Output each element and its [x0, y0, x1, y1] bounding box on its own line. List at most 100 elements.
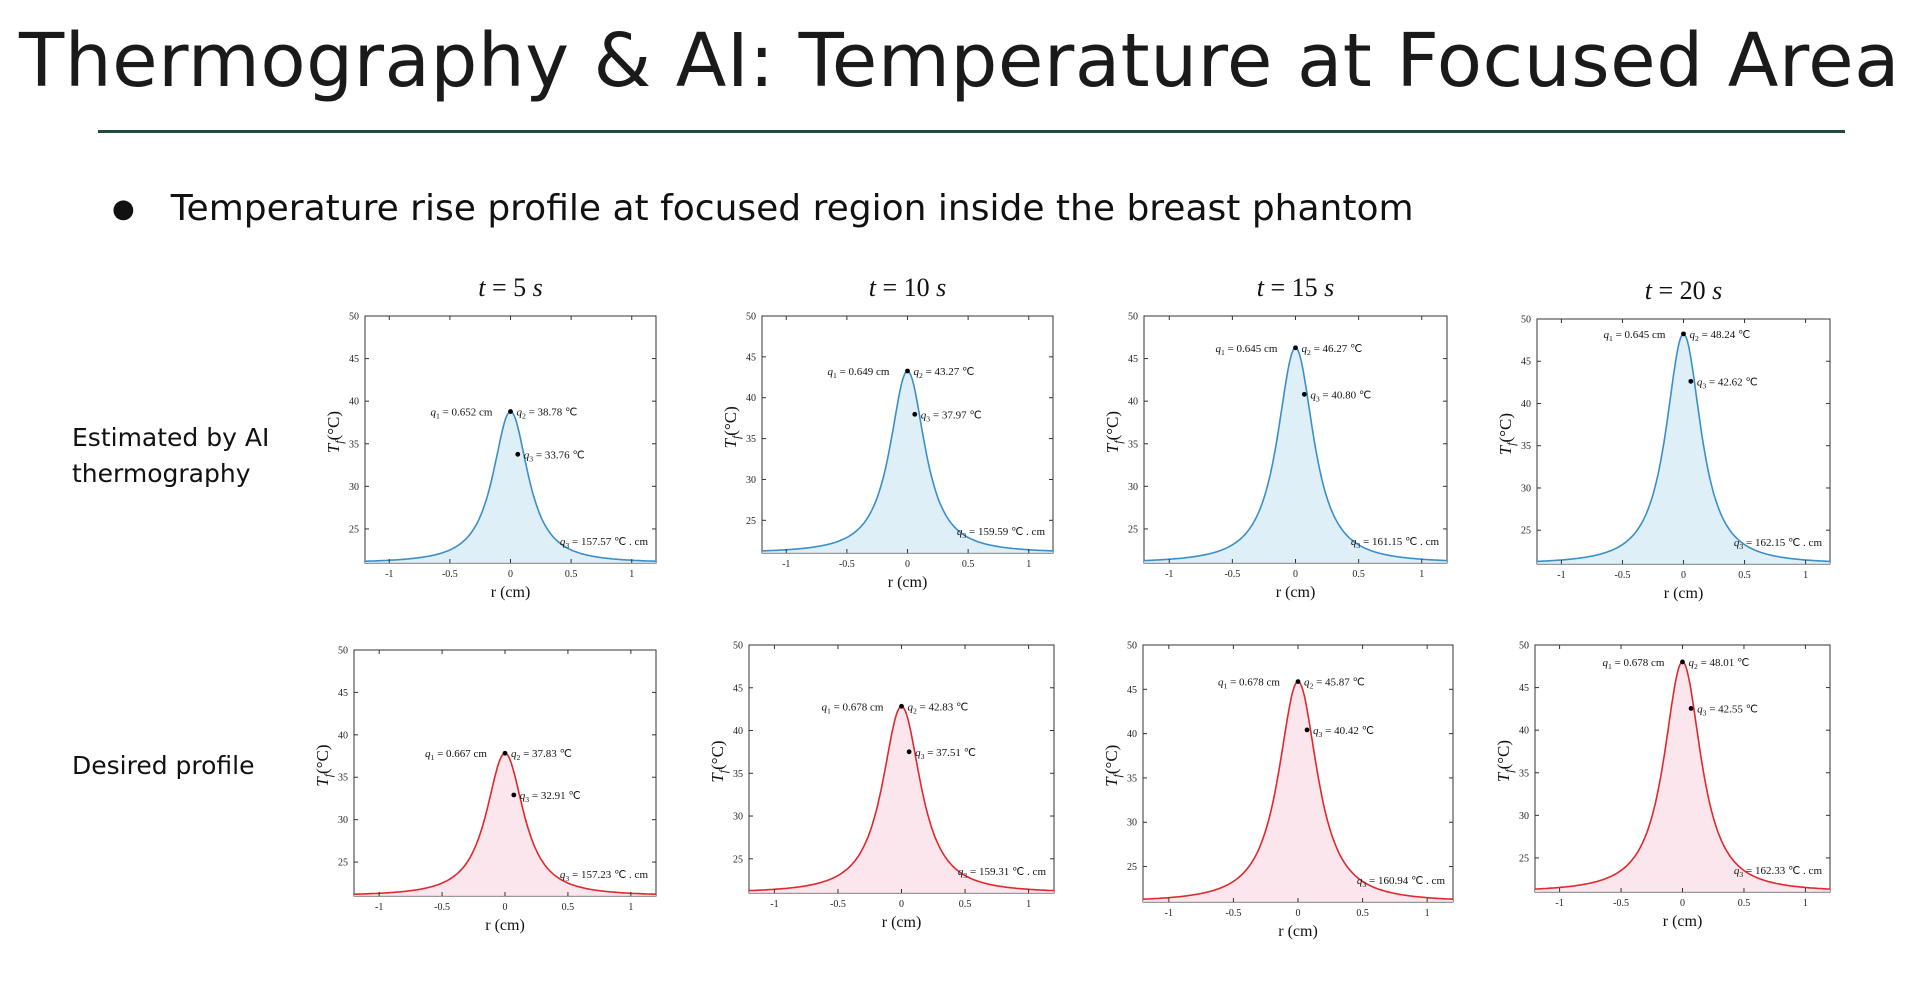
q3-point: [515, 451, 521, 457]
x-tick-label: 0: [503, 902, 508, 913]
chart-ai-1: -1 -0.5 0 0.5 1 25 30 35 40 45 50 r (cm) Tf(°C) t = 5…: [324, 273, 657, 601]
peak-point: [1293, 345, 1298, 351]
profile-area: [762, 371, 1053, 553]
x-axis-label: r (cm): [1276, 584, 1316, 601]
chart-desired-4: -1 -0.5 0 0.5 1 25 30 35 40 45 50 r (cm) Tf(°C) q1 = …: [1494, 641, 1831, 930]
q2-label: q2 = 45.87 ℃: [1304, 677, 1365, 691]
y-tick-label: 25: [1127, 862, 1137, 873]
x-tick-label: -0.5: [1225, 908, 1241, 919]
x-tick-label: -0.5: [434, 902, 450, 913]
y-axis-label: Tf(°C): [1496, 413, 1518, 455]
q2-label: q2 = 42.83 ℃: [908, 701, 969, 715]
profile-area: [1144, 347, 1447, 563]
y-axis-label: Tf(°C): [708, 740, 730, 782]
profile-area: [1143, 681, 1453, 902]
q3-point-label: q3 = 32.91 ℃: [520, 790, 581, 804]
y-axis-label: Tf(°C): [721, 406, 743, 448]
chart-title: t = 20 s: [1645, 276, 1723, 305]
x-tick-label: 1: [1026, 899, 1031, 910]
x-axis-label: r (cm): [1278, 923, 1318, 940]
x-tick-label: 0.5: [959, 899, 972, 910]
bullet-item: ● Temperature rise profile at focused re…: [112, 188, 1414, 229]
x-tick-label: 1: [1803, 898, 1808, 909]
y-axis-label: Tf(°C): [1494, 740, 1516, 782]
q2-label: q2 = 38.78 ℃: [517, 407, 578, 421]
y-tick-label: 25: [746, 516, 756, 527]
x-axis-label: r (cm): [491, 584, 531, 601]
x-tick-label: -1: [375, 902, 383, 913]
y-tick-label: 45: [1128, 354, 1138, 365]
row-label-ai: Estimated by AI thermography: [72, 423, 270, 488]
q3-point-label: q3 = 37.97 ℃: [921, 409, 982, 423]
y-tick-label: 50: [1519, 641, 1529, 652]
title-divider: [98, 130, 1845, 133]
x-tick-label: -1: [1555, 898, 1563, 909]
y-tick-label: 40: [1519, 726, 1529, 737]
chart-ai-4: -1 -0.5 0 0.5 1 25 30 35 40 45 50 r (cm) Tf(°C) t = 2…: [1496, 276, 1831, 602]
peak-point: [1681, 331, 1686, 337]
q1-label: q1 = 0.645 cm: [1216, 343, 1278, 357]
q1-label: q1 = 0.678 cm: [1603, 657, 1665, 671]
x-tick-label: 1: [629, 569, 634, 580]
q2-label: q2 = 46.27 ℃: [1302, 343, 1363, 357]
x-tick-label: -1: [1165, 569, 1173, 580]
y-tick-label: 50: [746, 312, 756, 323]
y-tick-label: 40: [1127, 729, 1137, 740]
x-tick-label: -0.5: [442, 569, 458, 580]
bullet-text: Temperature rise profile at focused regi…: [170, 188, 1414, 229]
x-tick-label: 0: [1680, 898, 1685, 909]
x-tick-label: 1: [1425, 908, 1430, 919]
x-tick-label: -0.5: [1613, 898, 1629, 909]
peak-point: [502, 750, 508, 756]
y-tick-label: 35: [1521, 441, 1531, 452]
q3-point: [906, 749, 912, 755]
y-tick-label: 45: [1519, 683, 1529, 694]
q2-label: q2 = 43.27 ℃: [914, 366, 975, 380]
peak-point: [905, 368, 910, 374]
chart-ai-3: -1 -0.5 0 0.5 1 25 30 35 40 45 50 r (cm) Tf(°C) t = 1…: [1103, 273, 1448, 601]
y-tick-label: 30: [746, 475, 756, 486]
q3-area-label: q3 = 157.57 ℃ . cm: [560, 536, 649, 550]
q3-point: [1304, 727, 1310, 733]
q1-label: q1 = 0.649 cm: [828, 366, 890, 380]
y-tick-label: 35: [733, 769, 743, 780]
x-tick-label: 1: [1026, 559, 1031, 570]
y-tick-label: 30: [1128, 482, 1138, 493]
y-tick-label: 35: [1128, 439, 1138, 450]
x-tick-label: 0: [899, 899, 904, 910]
chart-ai-2: -1 -0.5 0 0.5 1 25 30 35 40 45 50 r (cm) Tf(°C) t = 1…: [721, 273, 1054, 591]
profile-area: [365, 411, 656, 563]
chart-title: t = 15 s: [1257, 273, 1335, 302]
y-tick-label: 40: [349, 397, 359, 408]
x-tick-label: -0.5: [1224, 569, 1240, 580]
x-tick-label: -0.5: [1615, 570, 1631, 581]
y-tick-label: 40: [1521, 399, 1531, 410]
q3-point: [1301, 391, 1307, 397]
y-tick-label: 50: [1128, 312, 1138, 323]
profile-area: [1537, 333, 1830, 564]
y-tick-label: 25: [1519, 853, 1529, 864]
profile-area: [354, 753, 656, 896]
x-tick-label: -1: [385, 569, 393, 580]
q3-point: [511, 792, 517, 798]
x-tick-label: 0.5: [1738, 570, 1751, 581]
x-tick-label: -0.5: [839, 559, 855, 570]
x-axis-label: r (cm): [1663, 913, 1703, 930]
x-tick-label: -1: [770, 899, 778, 910]
y-tick-label: 45: [1127, 685, 1137, 696]
x-tick-label: 0: [905, 559, 910, 570]
x-tick-label: 1: [628, 902, 633, 913]
q3-area-label: q3 = 161.15 ℃ . cm: [1351, 536, 1440, 550]
y-tick-label: 35: [349, 439, 359, 450]
q3-point: [912, 411, 918, 417]
q3-area-label: q3 = 160.94 ℃ . cm: [1357, 875, 1446, 889]
q3-area-label: q3 = 162.15 ℃ . cm: [1734, 537, 1823, 551]
x-tick-label: 0.5: [562, 902, 575, 913]
q3-area-label: q3 = 157.23 ℃ . cm: [560, 869, 649, 883]
q1-label: q1 = 0.678 cm: [822, 701, 884, 715]
y-tick-label: 25: [338, 858, 348, 869]
y-axis-label: Tf(°C): [1103, 411, 1125, 453]
peak-point: [1295, 679, 1301, 685]
x-tick-label: 0: [1681, 570, 1686, 581]
